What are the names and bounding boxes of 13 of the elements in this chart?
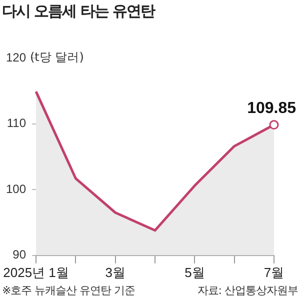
- x-tick-label: 5월: [184, 264, 205, 280]
- y-tick-label: 110: [6, 116, 26, 130]
- x-tick-label: 3월: [105, 264, 126, 280]
- data-label: 109.85: [247, 100, 296, 118]
- y-axis-title: (t당 달러): [30, 50, 84, 64]
- text: ※호주 뉴캐슬산 유연탄 기준: [2, 283, 136, 298]
- x-tick-label: 7월: [264, 264, 284, 280]
- chart-title: 다시 오름세 타는 유연탄: [2, 2, 155, 21]
- y-tick-label: 90: [12, 248, 26, 262]
- y-tick-label: 120: [6, 50, 26, 64]
- text: 자료: 산업통상자원부: [197, 283, 298, 298]
- x-tick-label: 2025년 1월: [3, 264, 69, 280]
- y-tick-label: 100: [6, 182, 26, 196]
